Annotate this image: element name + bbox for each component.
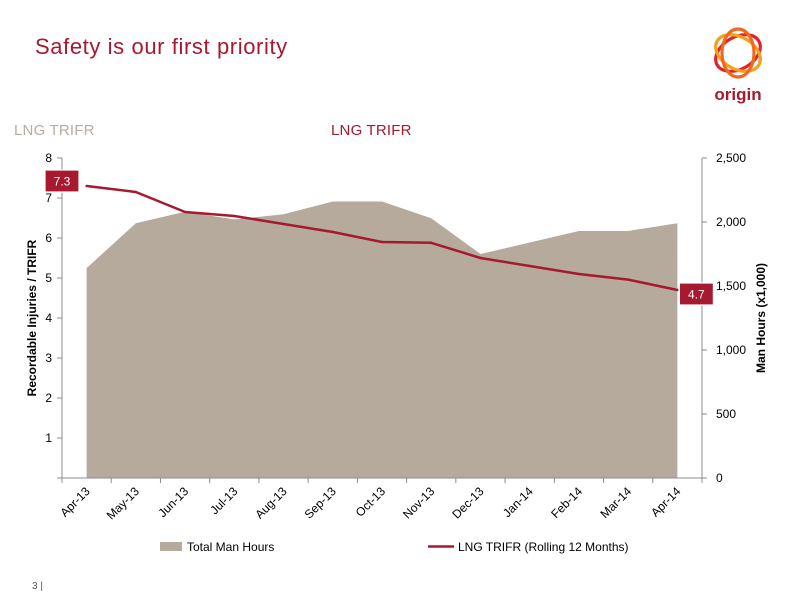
x-tick-label: Aug-13: [252, 484, 289, 521]
y-right-tick-label: 1,500: [716, 279, 746, 293]
value-callout-box: [44, 169, 80, 193]
legend-swatch-area: [160, 542, 182, 551]
trifr-point: [282, 222, 285, 226]
x-tick-label: Apr-13: [57, 484, 93, 520]
man-hours-area: [86, 201, 678, 478]
trifr-point: [183, 210, 187, 214]
x-tick-label: Nov-13: [400, 484, 437, 521]
legend-label-line: LNG TRIFR (Rolling 12 Months): [458, 540, 629, 554]
x-tick-label: Sep-13: [302, 484, 339, 521]
trifr-point: [331, 230, 334, 234]
value-callout-label: 7.3: [54, 175, 71, 189]
y-left-tick-label: 6: [45, 231, 52, 245]
value-callout-label: 4.7: [688, 288, 705, 302]
y-right-tick-label: 1,000: [716, 343, 746, 357]
line-layer: [85, 184, 679, 292]
annotation-layer: 7.3 4.7: [44, 169, 714, 306]
value-callout-box: [678, 282, 714, 306]
y-right-tick-label: 0: [716, 471, 723, 485]
x-tick-label: Dec-13: [449, 484, 486, 521]
y-right-axis-title: Man Hours (x1,000): [754, 263, 768, 373]
y-left-tick-label: 5: [45, 271, 52, 285]
x-tick-label: Jan-14: [500, 484, 536, 520]
trifr-point: [577, 272, 581, 276]
legend-label-area: Total Man Hours: [187, 540, 274, 554]
y-right-tick-label: 2,500: [716, 151, 746, 165]
y-left-tick-label: 1: [45, 431, 52, 445]
y-left-tick-label: 2: [45, 391, 52, 405]
y-left-tick-label: 8: [45, 151, 52, 165]
y-left-tick-label: 7: [45, 191, 52, 205]
trifr-point: [233, 214, 236, 218]
area-layer: [86, 201, 678, 478]
origin-ring-icon: [714, 27, 762, 79]
trifr-point: [627, 278, 630, 281]
lng-trifr-label-left: LNG TRIFR: [14, 122, 95, 139]
lng-trifr-label-center: LNG TRIFR: [331, 122, 412, 139]
y-right-tick-label: 500: [716, 407, 736, 421]
origin-logo-text: origin: [714, 85, 761, 104]
origin-logo: origin: [714, 27, 762, 104]
y-right-tick-label: 2,000: [716, 215, 746, 229]
trifr-point: [430, 241, 433, 244]
x-tick-label: Oct-13: [353, 484, 389, 520]
x-tick-label: Feb-14: [548, 484, 585, 521]
page-number: 3 |: [32, 581, 43, 592]
y-left-tick-label: 4: [45, 311, 52, 325]
trifr-point: [380, 240, 384, 244]
x-tick-label: Mar-14: [597, 484, 634, 521]
trifr-point: [479, 256, 482, 260]
x-tick-label: Jun-13: [155, 484, 191, 520]
chart-legend: Total Man Hours LNG TRIFR (Rolling 12 Mo…: [160, 540, 629, 554]
trifr-point: [134, 190, 137, 194]
x-tick-label: Apr-14: [648, 484, 684, 520]
x-tick-label: May-13: [104, 484, 142, 522]
y-left-axis-title: Recordable Injuries / TRIFR: [25, 239, 39, 396]
y-left-tick-label: 3: [45, 351, 52, 365]
trifr-point: [85, 184, 88, 188]
x-tick-label: Jul-13: [207, 484, 240, 517]
trifr-point: [528, 264, 531, 268]
trifr-point: [676, 288, 679, 292]
slide-title: Safety is our first priority: [35, 34, 288, 59]
